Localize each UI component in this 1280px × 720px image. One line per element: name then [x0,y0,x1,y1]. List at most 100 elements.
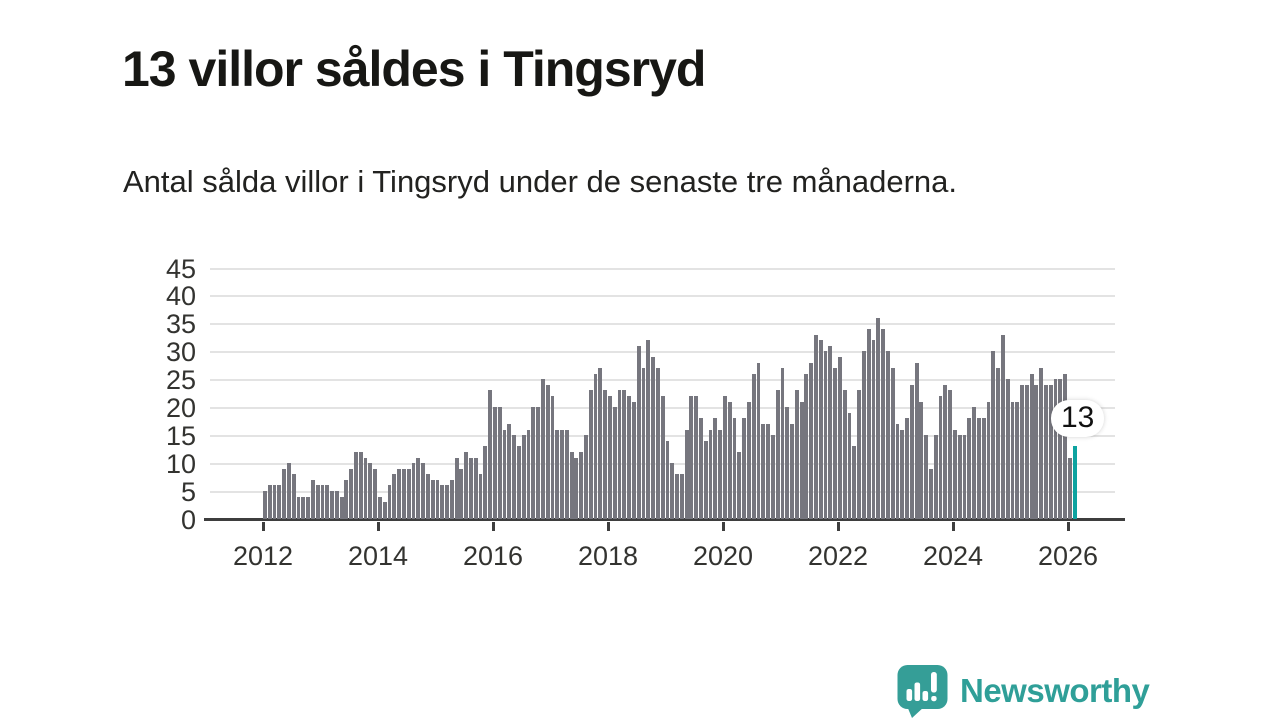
plot-area: 2012 2014 2016 2018 2020 2022 2024 2026 [204,267,1125,571]
bar [1015,401,1020,519]
bar [761,424,766,519]
bar [660,396,665,519]
x-axis-label: 2016 [462,541,524,571]
x-axis-tick [721,522,725,531]
bar [857,390,861,519]
bar [996,368,1000,519]
bar [435,479,440,519]
bar [751,373,756,519]
bar [392,474,397,519]
bar [430,479,435,519]
bar [770,435,775,519]
gridline [210,267,1115,270]
bar [895,424,900,519]
bar [286,463,291,519]
x-axis-label: 2014 [347,541,409,571]
y-axis-label: 35 [165,309,196,340]
last-value-label: 13 [1051,400,1105,437]
bar [689,396,694,519]
bar [871,340,876,519]
bar [459,468,464,519]
bar [665,440,670,519]
bar [1000,334,1005,519]
bar [938,396,943,519]
x-axis-label: 2018 [577,541,639,571]
bar [694,396,699,519]
bar [814,334,818,519]
bar [545,384,550,519]
bar [612,407,617,519]
bar [411,463,416,519]
y-axis-label: 25 [165,365,196,396]
bar [584,435,588,519]
bar [962,435,967,519]
bar [948,390,953,519]
bar [560,429,564,519]
bar [746,401,751,519]
bar [627,396,631,519]
bar [943,384,948,519]
bar [397,468,401,519]
bar [790,424,794,519]
bar [953,429,957,519]
newsworthy-logo: Newsworthy [897,664,1150,718]
bar [382,502,387,519]
bar [339,496,344,519]
x-axis-label: 2024 [922,541,984,571]
x-axis-label: 2020 [692,541,754,571]
bar [536,407,540,519]
bar [981,418,986,519]
gridline [210,351,1115,354]
bar [742,418,746,519]
bar [780,368,785,519]
bar [330,491,334,519]
bar [272,485,277,519]
y-axis-label: 10 [165,449,196,480]
gridline [210,295,1115,298]
bar [976,418,981,519]
y-axis-label: 40 [165,281,196,312]
bar [1053,379,1058,519]
bar [876,317,881,519]
bar [531,407,536,519]
bar [550,396,555,519]
bar [598,368,603,519]
bar [406,468,411,519]
bar [334,491,339,519]
bar [929,468,933,519]
bar [675,474,679,519]
bar [440,485,445,519]
bar [713,418,718,519]
gridline [210,379,1115,382]
bar [861,351,866,519]
bar [1024,384,1029,519]
bar [344,479,349,519]
bar [507,424,512,519]
bar [914,362,919,519]
bar [296,496,301,519]
bar [464,451,469,519]
bar [766,424,770,519]
y-axis-label: 5 [180,477,196,508]
bar [727,401,732,519]
bar [957,435,962,519]
bar [881,328,885,519]
bar [818,340,823,519]
bar [972,407,976,519]
bar [636,345,641,519]
bar [291,474,296,519]
bar [986,401,991,519]
bar [655,368,660,519]
bar [866,328,871,519]
bar [809,362,814,519]
x-axis-label: 2026 [1037,541,1099,571]
bar [349,468,354,519]
bar [445,485,449,519]
y-axis-label: 20 [165,393,196,424]
bar [838,356,842,519]
bar [569,451,574,519]
bar [454,457,459,519]
bar [723,396,727,519]
bar [646,340,651,519]
bar [732,418,737,519]
